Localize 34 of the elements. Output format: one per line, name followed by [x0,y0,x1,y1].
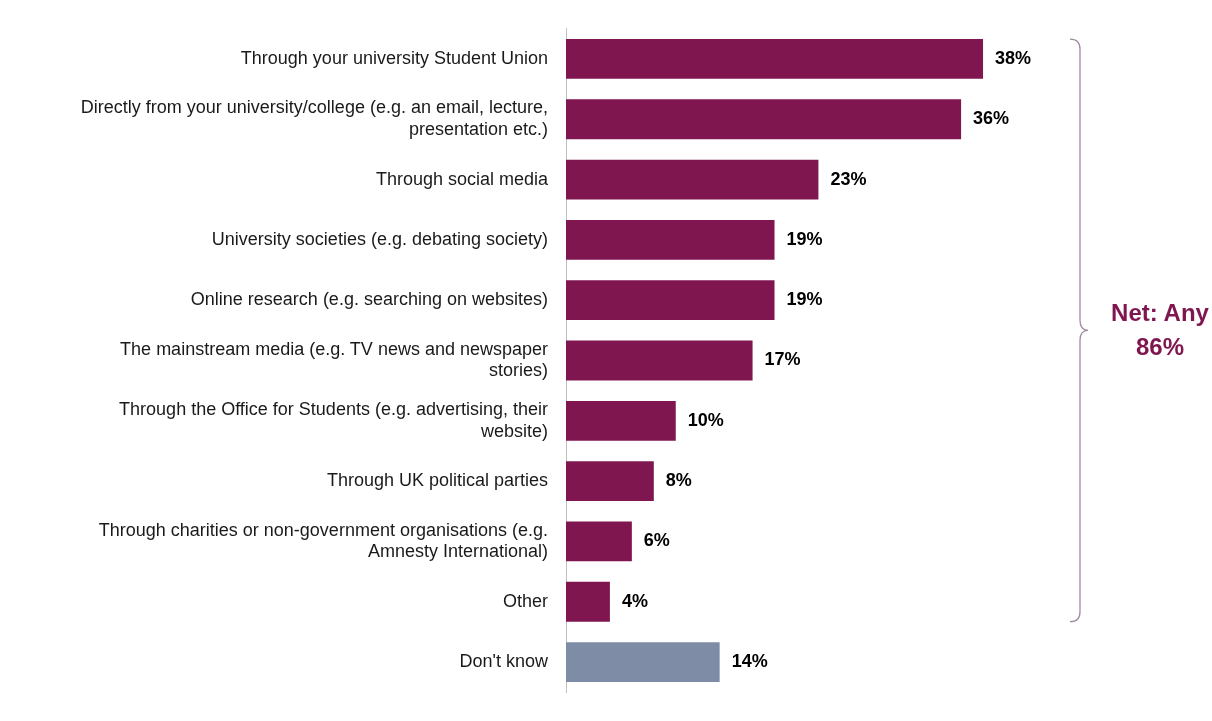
bar [566,400,676,441]
y-tick-label: Through charities or non-government organisations (e.g. Amnesty International) [98,519,548,562]
data-label: 10% [687,409,724,430]
data-label: 14% [731,651,768,672]
y-tick-label: Through social media [375,168,549,189]
bar [566,581,610,622]
data-label: 6% [643,530,670,551]
y-tick-label: Through your university Student Union [240,47,548,68]
y-tick-label: Other [502,590,548,611]
bar [566,219,775,260]
text: Net: Any 86% [1110,298,1210,363]
y-tick-label: Online research (e.g. searching on websites) [190,289,548,310]
y-tick-label: Directly from your university/college (e.g. an email, lecture, presentation etc.) [80,97,548,140]
bar [566,159,819,200]
data-label: 38% [995,47,1032,68]
data-label: 4% [621,590,648,611]
y-tick-label: Through the Office for Students (e.g. advertising, their website) [119,398,548,441]
y-tick-label: University societies (e.g. debating society) [211,228,548,249]
data-label: 36% [973,108,1010,129]
y-tick-label: The mainstream media (e.g. TV news and newspaper stories) [120,338,548,381]
bar [566,521,632,562]
data-label: 19% [786,289,823,310]
y-tick-label: Don't know [459,651,549,672]
bar [566,280,775,321]
data-label: 19% [786,228,823,249]
bar [566,461,654,502]
data-label: 17% [764,349,801,370]
data-label: 8% [665,470,692,491]
bar [566,642,720,682]
bar [566,39,984,79]
bar [566,340,753,381]
y-tick-label: Through UK political parties [326,470,548,491]
bar [566,99,962,140]
data-label: 23% [830,168,867,189]
